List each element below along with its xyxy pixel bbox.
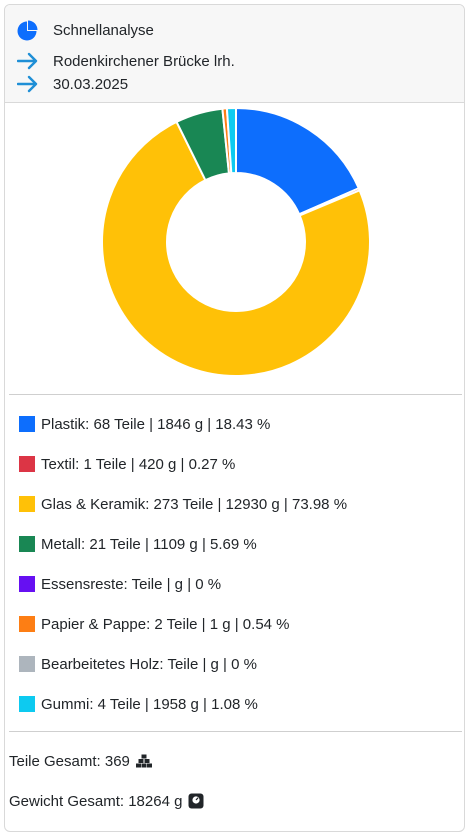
donut-chart: [5, 104, 464, 394]
legend-item-metall[interactable]: Metall: 21 Teile | 1109 g | 5.69 %: [19, 534, 257, 554]
legend-label: Essensreste: Teile | g | 0 %: [41, 575, 222, 593]
divider: [9, 394, 462, 395]
legend-label: Gummi: 4 Teile | 1958 g | 1.08 %: [41, 695, 258, 713]
legend-swatch: [19, 616, 35, 632]
donut-chart-svg: [101, 106, 371, 377]
weight-scale-icon: [188, 793, 204, 809]
title-row: Schnellanalyse: [15, 19, 154, 41]
total-parts-label: Teile Gesamt: 369: [9, 752, 130, 770]
legend-swatch: [19, 416, 35, 432]
legend-label: Plastik: 68 Teile | 1846 g | 18.43 %: [41, 415, 271, 433]
legend-item-plastik[interactable]: Plastik: 68 Teile | 1846 g | 18.43 %: [19, 414, 270, 434]
donut-slice-glas-keramik[interactable]: [101, 120, 371, 377]
location-row: Rodenkirchener Brücke lrh.: [15, 50, 235, 72]
legend-item-essensreste[interactable]: Essensreste: Teile | g | 0 %: [19, 574, 221, 594]
legend-swatch: [19, 656, 35, 672]
legend-item-papier-pappe[interactable]: Papier & Pappe: 2 Teile | 1 g | 0.54 %: [19, 614, 290, 634]
donut-slice-gummi[interactable]: [225, 106, 237, 175]
boxes-stack-icon: [135, 754, 152, 768]
legend-swatch: [19, 456, 35, 472]
divider: [9, 731, 462, 732]
legend-item-bearbeitetes-holz[interactable]: Bearbeitetes Holz: Teile | g | 0 %: [19, 654, 257, 674]
legend-swatch: [19, 496, 35, 512]
legend-item-gummi[interactable]: Gummi: 4 Teile | 1958 g | 1.08 %: [19, 694, 258, 714]
date-row: 30.03.2025: [15, 73, 128, 95]
legend-swatch: [19, 576, 35, 592]
page-title: Schnellanalyse: [53, 21, 154, 39]
legend-label: Papier & Pappe: 2 Teile | 1 g | 0.54 %: [41, 615, 290, 633]
total-weight: Gewicht Gesamt: 18264 g: [9, 790, 204, 812]
card-header: Schnellanalyse Rodenkirchener Brücke lrh…: [5, 5, 464, 103]
total-parts: Teile Gesamt: 369: [9, 750, 152, 772]
legend-swatch: [19, 696, 35, 712]
legend-label: Textil: 1 Teile | 420 g | 0.27 %: [41, 455, 236, 473]
arrow-right-icon: [15, 73, 41, 95]
date-label: 30.03.2025: [53, 75, 129, 93]
analysis-card: Schnellanalyse Rodenkirchener Brücke lrh…: [4, 4, 465, 832]
legend-item-textil[interactable]: Textil: 1 Teile | 420 g | 0.27 %: [19, 454, 235, 474]
legend-swatch: [19, 536, 35, 552]
legend-label: Metall: 21 Teile | 1109 g | 5.69 %: [41, 535, 257, 553]
legend-label: Bearbeitetes Holz: Teile | g | 0 %: [41, 655, 257, 673]
donut-slice-plastik[interactable]: [235, 106, 361, 216]
legend-item-glas-keramik[interactable]: Glas & Keramik: 273 Teile | 12930 g | 73…: [19, 494, 347, 514]
location-label: Rodenkirchener Brücke lrh.: [53, 52, 235, 70]
legend-label: Glas & Keramik: 273 Teile | 12930 g | 73…: [41, 495, 348, 513]
total-weight-label: Gewicht Gesamt: 18264 g: [9, 792, 183, 810]
arrow-right-icon: [15, 50, 41, 72]
pie-chart-icon: [15, 19, 41, 41]
